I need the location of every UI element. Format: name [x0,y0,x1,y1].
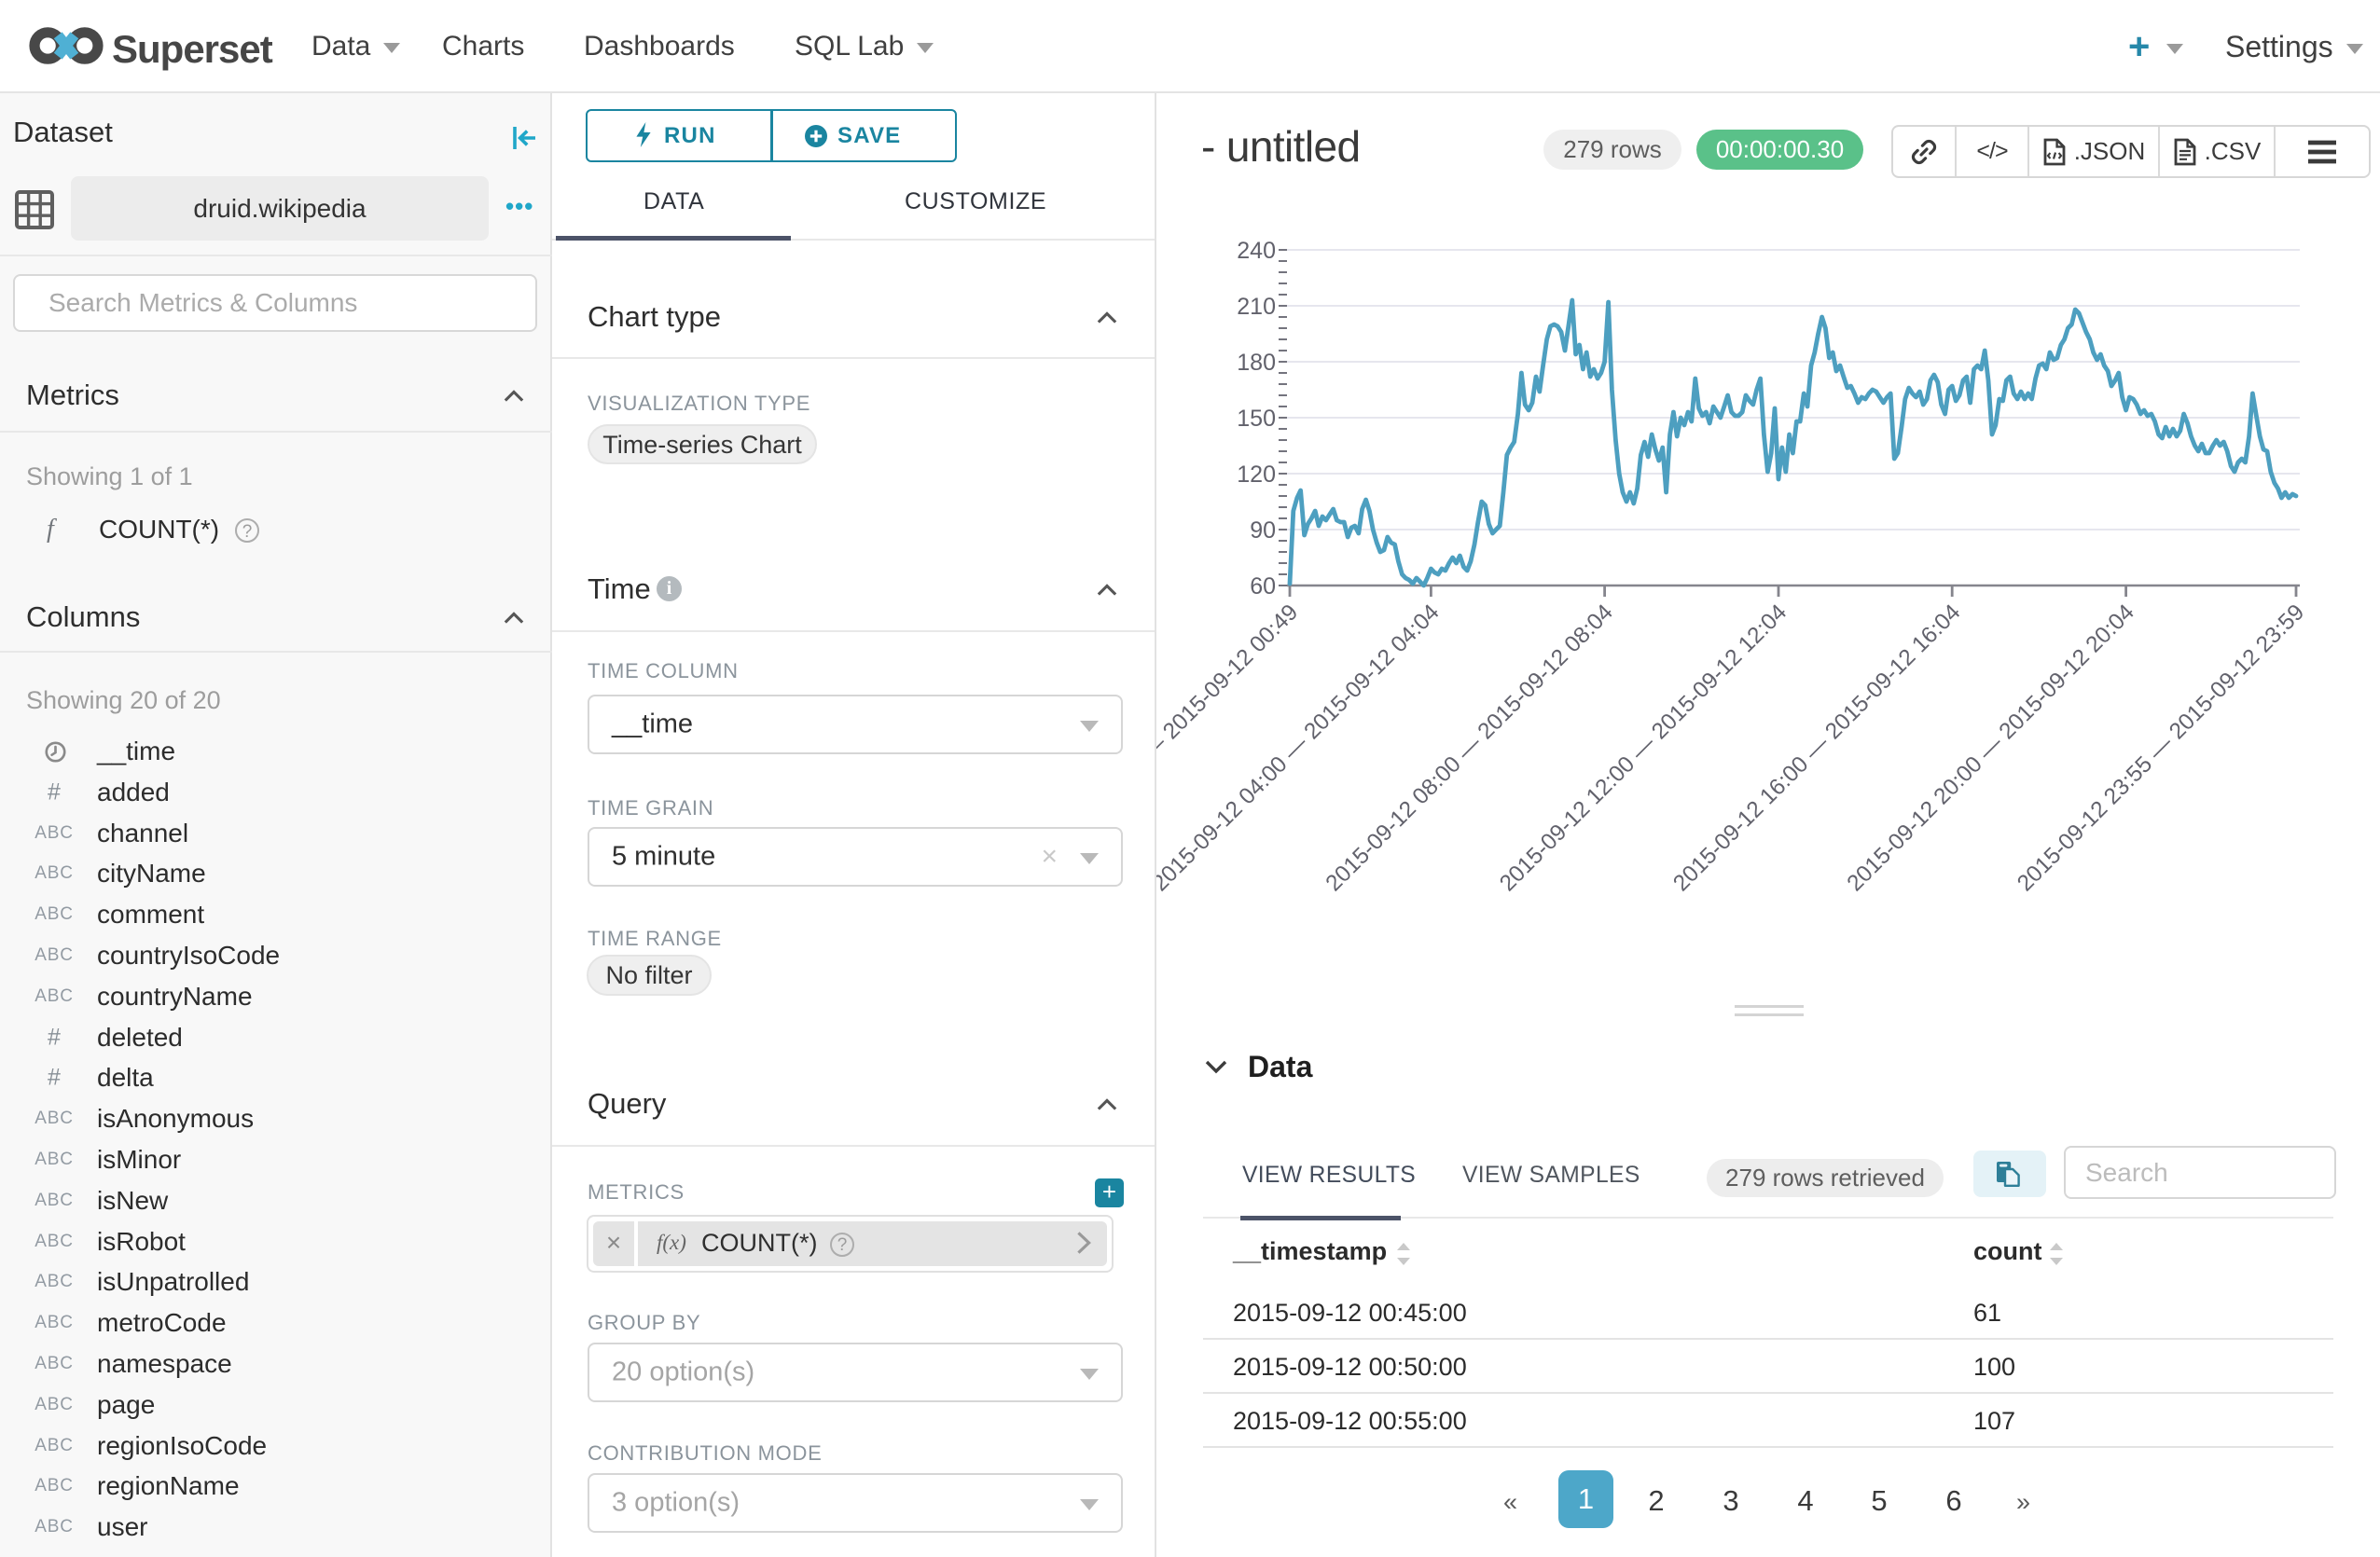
svg-text:150: 150 [1237,406,1276,432]
svg-text:180: 180 [1237,350,1276,376]
svg-text:2015-09-12 20:00 — 2015-09-12: 2015-09-12 20:00 — 2015-09-12 20:04 [1843,599,2139,896]
svg-text:2015-09-12 23:55 — 2015-09-12: 2015-09-12 23:55 — 2015-09-12 23:59 [2013,599,2309,896]
svg-text:2015-09-12 04:00 — 2015-09-12: 2015-09-12 04:00 — 2015-09-12 04:04 [1156,599,1445,896]
svg-text:210: 210 [1237,294,1276,320]
svg-text:90: 90 [1250,517,1276,544]
svg-text:120: 120 [1237,462,1276,488]
svg-text:2015-09-12 08:00 — 2015-09-12: 2015-09-12 08:00 — 2015-09-12 08:04 [1321,599,1618,896]
svg-text:2015-09-12 12:00 — 2015-09-12: 2015-09-12 12:00 — 2015-09-12 12:04 [1495,599,1792,896]
svg-text:60: 60 [1250,573,1276,599]
svg-text:2015-09-12 16:00 — 2015-09-12: 2015-09-12 16:00 — 2015-09-12 16:04 [1668,599,1965,896]
svg-text:240: 240 [1237,238,1276,264]
